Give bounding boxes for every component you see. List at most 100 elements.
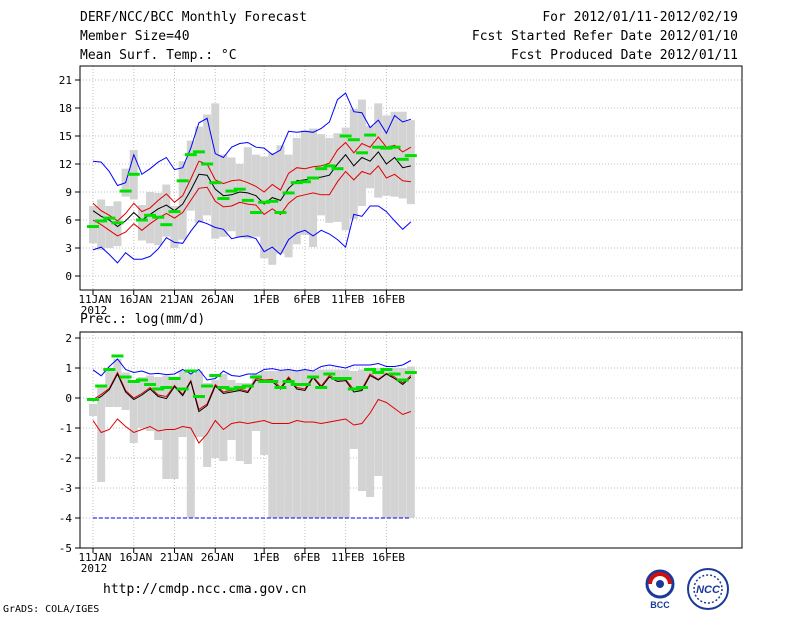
source-url[interactable]: http://cmdp.ncc.cma.gov.cn [103,582,307,597]
x-tick-label: 6FEB [294,551,321,564]
ensemble-box [162,184,171,237]
observed-marker [323,372,336,376]
ensemble-box [341,127,350,231]
x-tick-label: 1FEB [253,293,280,306]
observed-marker [87,398,99,401]
ensemble-box [235,164,244,238]
x-tick-label: 11FEB [331,551,364,564]
ensemble-box [382,368,391,518]
y-tick-label: 12 [59,158,72,171]
observed-marker [355,386,368,389]
observed-marker [95,384,108,388]
ensemble-box [309,371,318,518]
bcc-logo-icon: BCC [645,569,675,610]
ensemble-box [341,369,350,518]
observed-marker [217,197,230,201]
observed-marker [152,215,165,219]
member-size-label: Member Size=40 [80,29,190,44]
ensemble-box [178,371,187,437]
y-tick-label: 18 [59,102,72,115]
y-tick-label: -4 [59,512,73,525]
x-tick-label: 21JAN [160,293,193,306]
forecast-produced-label: Fcst Produced Date 2012/01/11 [511,48,738,63]
ensemble-box [276,145,285,254]
chart-panel-2: -5 -4 -3 -2 -1 0 1 2 11JAN 16JAN 21JAN 26JAN 1FEB 6FE… [59,312,743,575]
ensemble-box [406,120,415,205]
ensemble-box [194,371,203,437]
observed-marker [298,180,311,184]
ensemble-box [333,133,342,222]
ensemble-box [406,366,415,518]
ensemble-box [211,103,220,239]
observed-marker [388,372,401,376]
observed-marker [339,377,352,380]
observed-marker [160,386,173,389]
ensemble-box [357,369,366,491]
ensemble-box [146,192,155,244]
observed-marker [250,211,262,215]
plot-frame [79,331,743,549]
observed-marker [201,384,214,388]
observed-marker [184,153,197,157]
y-tick-label: 6 [65,214,72,227]
observed-marker [380,146,393,150]
ensemble-box [374,368,383,476]
observed-marker [241,384,254,388]
y-tick-label: 3 [65,242,72,255]
ensemble-box [284,154,293,258]
ensemble-box [382,115,391,196]
ensemble-box [268,371,277,518]
observed-marker [290,383,303,386]
observed-marker [233,187,246,191]
observed-marker [364,368,377,371]
series-spread_low-line [92,398,412,444]
ensemble-box [89,404,97,416]
observed-marker [176,387,189,391]
ensemble-box [349,371,358,449]
observed-marker [103,368,116,371]
forecast-range-label: For 2012/01/11-2012/02/19 [542,10,738,25]
y-tick-label: 9 [65,186,72,199]
observed-marker [103,216,116,220]
y-tick-label: -2 [59,452,72,465]
x-tick-label: 16JAN [119,551,152,564]
ensemble-box [398,368,407,518]
x-tick-label: 26JAN [201,551,234,564]
observed-marker [331,377,344,380]
ensemble-box [325,369,334,518]
y-tick-label: 2 [65,332,72,345]
observed-marker [307,375,320,379]
observed-marker [282,191,295,195]
observed-marker [315,386,328,389]
ensemble-box [292,371,301,518]
observed-marker [127,380,140,383]
x-tick-label: 16FEB [372,551,405,564]
observed-marker [266,380,279,383]
observed-marker [184,369,197,373]
observed-marker [274,211,287,215]
ensemble-box [317,134,326,216]
observed-marker [225,189,238,193]
observed-marker [282,380,295,383]
ensemble-box [170,206,179,248]
ensemble-box [137,377,146,428]
ensemble-box [349,108,358,220]
y-tick-label: 1 [65,362,72,375]
observed-marker [209,374,222,377]
ensemble-box [325,137,334,223]
forecast-started-label: Fcst Started Refer Date 2012/01/10 [471,29,738,44]
observed-marker [364,133,377,137]
ensemble-box [317,369,326,518]
observed-marker [404,371,417,374]
observed-marker [160,223,173,227]
x-tick-label: 11FEB [331,293,364,306]
observed-marker [209,181,222,185]
x-tick-label: 26JAN [201,293,234,306]
ensemble-box [390,111,399,197]
ensemble-box [162,375,171,479]
observed-marker [176,179,189,183]
y-tick-label: 0 [65,392,72,405]
x-year-label: 2012 [81,304,108,317]
observed-marker [307,176,320,180]
